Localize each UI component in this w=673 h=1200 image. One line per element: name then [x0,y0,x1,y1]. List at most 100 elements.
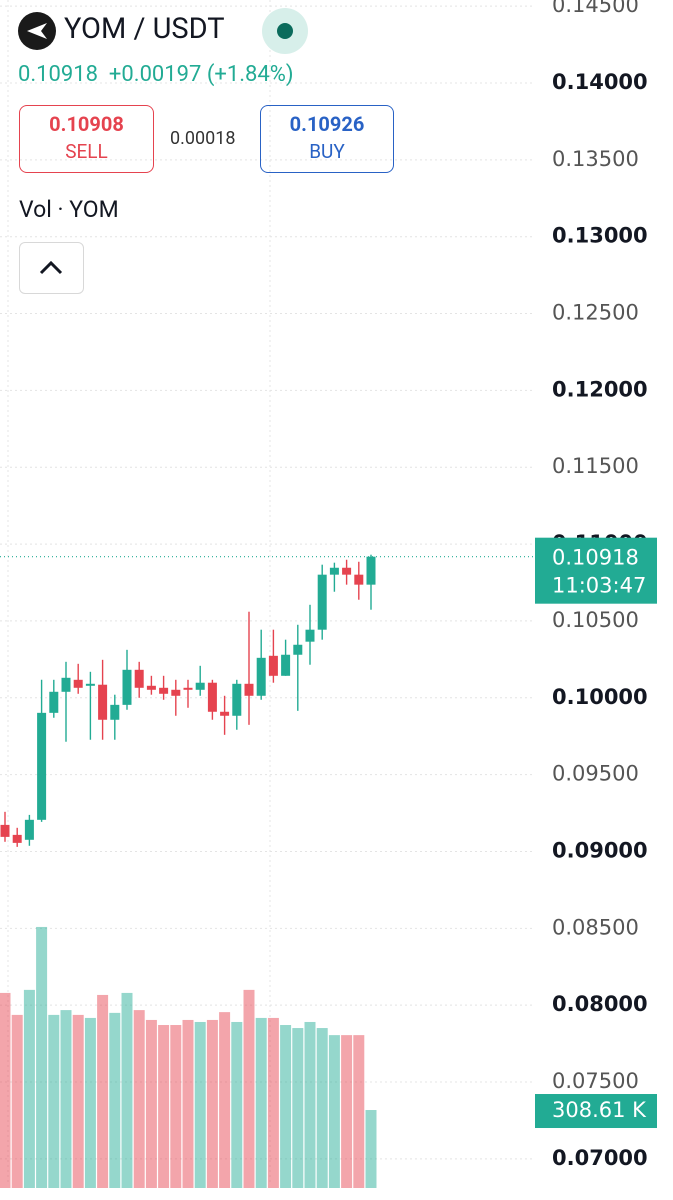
candle-body [244,683,254,696]
volume-bar [292,1028,304,1188]
y-tick-label: 0.07500 [552,1069,639,1093]
volume-bar [219,1012,231,1188]
sell-button[interactable]: 0.10908 SELL [19,105,154,173]
countdown-label: 11:03:47 [552,574,646,598]
volume-bar [133,1010,145,1188]
candle-body [342,567,352,575]
volume-bar [341,1035,353,1188]
price-line: 0.10918 +0.00197 (+1.84%) [18,62,294,87]
volume-bar [194,1021,206,1188]
candle-body [329,567,339,575]
sell-label: SELL [65,140,108,163]
candle-body [195,682,205,690]
symbol-icon [18,12,56,50]
candle-body [49,691,59,713]
icon-glyph [27,23,47,39]
candle-body [73,679,83,688]
candle-body [220,711,230,716]
candle-body [159,687,169,694]
volume-bar [255,1017,267,1188]
candle-body [171,689,181,696]
y-tick-label: 0.07000 [552,1146,648,1170]
candle-body [305,629,315,642]
y-tick-label: 0.08500 [552,915,639,939]
candle-body [134,669,144,688]
symbol-title[interactable]: YOM / USDT [64,12,225,46]
volume-bars [0,926,377,1188]
y-tick-label: 0.09000 [552,838,648,862]
volume-indicator[interactable]: Vol · YOM [19,196,119,223]
candle-body [0,824,10,837]
volume-bar [11,1014,23,1188]
volume-bar [145,1019,157,1188]
y-tick-label: 0.13500 [552,147,639,171]
last-price: 0.10918 [18,62,98,87]
y-tick-label: 0.14500 [552,0,639,17]
status-ring [262,8,308,54]
volume-bar [267,1017,279,1188]
volume-label: 308.61 K [552,1098,647,1122]
y-tick-label: 0.08000 [552,992,648,1016]
last-price-badge [535,537,657,604]
y-axis: 0.14500 0.14000 0.13500 0.13000 0.12500 0.120… [552,0,648,1170]
candle-body [293,644,303,655]
y-tick-label: 0.10000 [552,685,648,709]
candle-body [232,683,242,716]
volume-bar [0,992,11,1188]
y-tick-label: 0.11500 [552,454,639,478]
volume-bar [243,989,255,1188]
candle-body [61,677,71,692]
volume-bar [60,1010,72,1188]
candle-body [146,685,156,690]
volume-bar [48,1014,60,1188]
volume-bar [97,994,109,1188]
candles [0,554,376,847]
volume-bar [182,1019,194,1188]
volume-bar [206,1019,218,1188]
volume-bar [158,1025,170,1188]
volume-bar [365,1110,377,1188]
candle-body [354,574,364,585]
candle-body [24,819,34,840]
volume-bar [72,1014,84,1188]
volume-bar [353,1035,365,1188]
candle-body [207,682,217,712]
candle-body [281,654,291,676]
y-tick-label: 0.14000 [552,70,648,94]
volume-bar [121,992,133,1188]
y-tick-label: 0.10500 [552,608,639,632]
volume-bar [316,1028,328,1188]
grid [0,0,535,1185]
volume-bar [304,1021,316,1188]
last-price-label: 0.10918 [552,546,639,570]
volume-bar [170,1025,182,1188]
volume-bar [109,1012,121,1188]
collapse-button[interactable] [19,242,84,294]
y-tick-label: 0.12000 [552,377,648,401]
candle-body [85,683,95,686]
volume-bar [23,989,35,1188]
candle-body [122,669,132,705]
y-tick-label: 0.13000 [552,224,648,248]
candle-body [183,687,193,690]
buy-price: 0.10926 [289,112,365,136]
candle-body [366,556,376,585]
price-change-pct: (+1.84%) [206,62,294,87]
y-tick-label: 0.09500 [552,762,639,786]
buy-button[interactable]: 0.10926 BUY [260,105,394,173]
candle-body [317,574,327,630]
y-tick-label: 0.12500 [552,301,639,325]
sell-price: 0.10908 [49,112,124,136]
candle-body [110,704,120,720]
candle-body [37,712,47,820]
volume-bar [36,926,48,1188]
candle-body [98,684,108,720]
candle-body [268,655,278,676]
volume-bar [328,1035,340,1188]
candle-body [12,834,22,843]
spread: 0.00018 [170,128,236,149]
buy-label: BUY [309,140,345,163]
chevron [39,260,63,275]
